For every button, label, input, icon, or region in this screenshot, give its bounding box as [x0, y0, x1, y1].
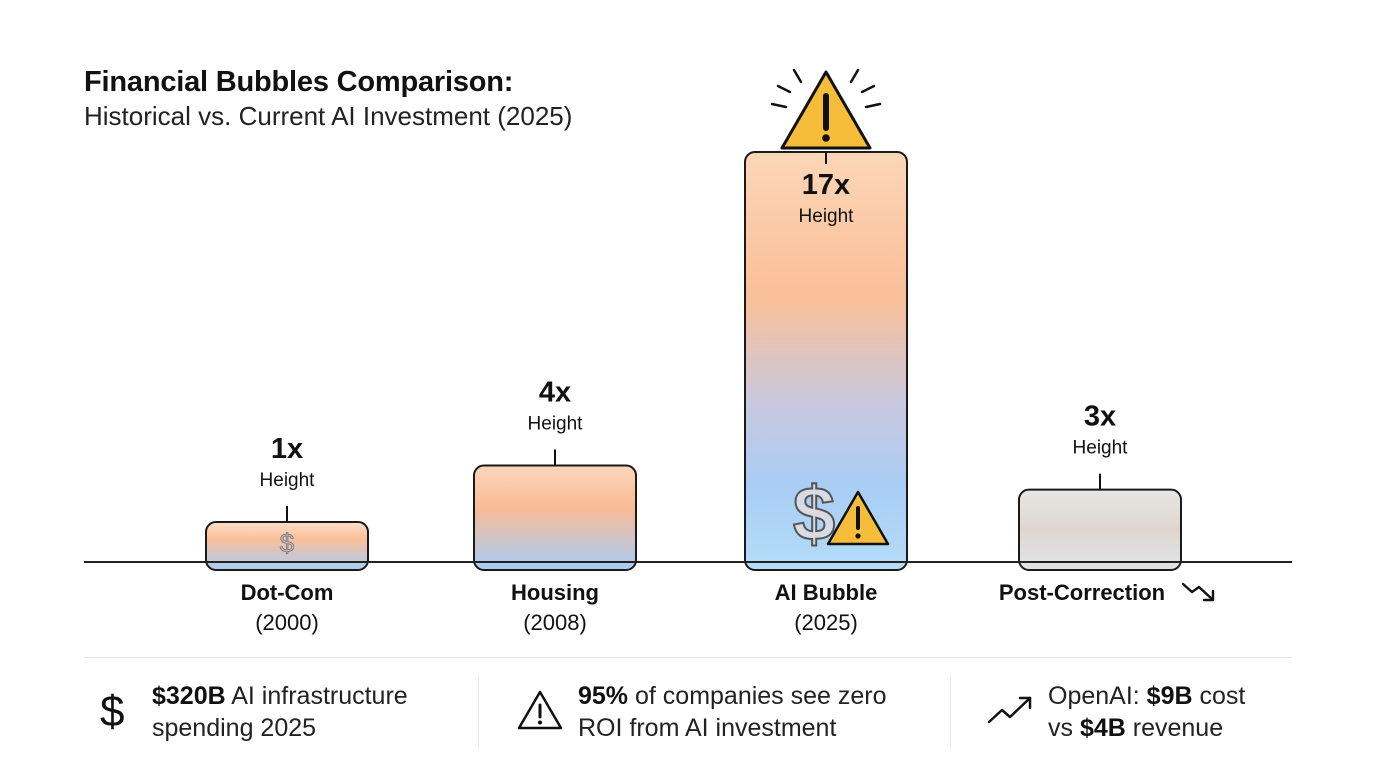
alarm-warning-icon [770, 68, 882, 150]
alarm-ray [864, 102, 882, 109]
trend-down-line [1181, 582, 1214, 601]
value-label-post-correction: 3x [1084, 401, 1116, 433]
chart-title: Financial Bubbles Comparison: [84, 66, 514, 98]
alarm-ray [776, 84, 792, 94]
value-sublabel-ai-bubble: Height [799, 206, 855, 227]
trend-down-icon [1181, 582, 1215, 602]
dollar-icon: $ [100, 687, 125, 736]
alarm-ray [860, 84, 876, 94]
bar-housing-rect [473, 464, 637, 572]
stat-spending-value: $320B [152, 682, 226, 710]
value-label-dot-com: 1x [271, 433, 303, 465]
value-sublabel-dot-com: Height [260, 470, 316, 491]
year-label-dot-com: (2000) [255, 610, 319, 635]
stat-spending: $ $320B AI infrastructure spending 2025 [100, 680, 408, 744]
warning-triangle-icon [516, 688, 578, 737]
stat-openai-label: OpenAI: [1048, 682, 1147, 710]
stat-spending-line1: AI infrastructure [225, 682, 408, 710]
trend-down-head [1202, 589, 1215, 602]
stat-openai-cost: $9B [1146, 682, 1193, 710]
category-label-post-correction: Post-Correction [999, 580, 1165, 605]
stat-openai-revenue: $4B [1079, 714, 1126, 742]
stat-spending-text: $320B AI infrastructure spending 2025 [152, 680, 408, 744]
stat-roi-line1: of companies see zero [628, 682, 887, 710]
value-label-housing: 4x [539, 377, 571, 409]
warning-dot [822, 134, 830, 142]
stats-divider [478, 678, 479, 746]
category-label-dot-com: Dot-Com [241, 580, 334, 605]
value-sublabel-post-correction: Height [1073, 438, 1129, 459]
chart-subtitle: Historical vs. Current AI Investment (20… [84, 101, 573, 131]
chart-title-block: Financial Bubbles Comparison: Historical… [84, 64, 572, 132]
bubble-bar-chart: 1x Height Dot-Com (2000) 4x Height Housing (200… [84, 68, 1292, 635]
warning-icon-dot [855, 533, 861, 539]
year-label-housing: (2008) [523, 610, 587, 635]
dollar-warning-icon: $ [792, 471, 890, 558]
stat-openai-vs: vs [1048, 714, 1080, 742]
bar-post-correction-rect [1018, 488, 1182, 572]
bar-housing [473, 464, 637, 572]
stat-openai: OpenAI: $9B cost vs $4B revenue [986, 680, 1245, 744]
trend-up-icon [986, 690, 1048, 735]
stat-roi-line2: ROI from AI investment [578, 714, 837, 742]
category-label-housing: Housing [511, 580, 599, 605]
stats-strip: $ $320B AI infrastructure spending 2025 … [84, 657, 1292, 758]
category-label-ai-bubble: AI Bubble [775, 580, 878, 605]
stat-spending-line2: spending 2025 [152, 714, 317, 742]
alarm-ray [792, 68, 803, 84]
stat-roi-value: 95% [578, 682, 629, 710]
stat-roi: 95% of companies see zero ROI from AI in… [516, 680, 887, 744]
value-label-ai-bubble: 17x [802, 169, 850, 201]
bar-post-correction [1018, 488, 1182, 572]
stats-divider [950, 678, 951, 746]
year-label-ai-bubble: (2025) [794, 610, 858, 635]
alarm-ray [849, 68, 860, 84]
dollar-icon: $ [793, 472, 835, 557]
stat-roi-text: 95% of companies see zero ROI from AI in… [578, 680, 887, 744]
stat-openai-cost-suffix: cost [1192, 682, 1246, 710]
stat-openai-revenue-suffix: revenue [1125, 714, 1224, 742]
value-sublabel-housing: Height [528, 414, 584, 435]
stat-openai-text: OpenAI: $9B cost vs $4B revenue [1048, 680, 1245, 744]
dollar-icon: $ [280, 528, 295, 558]
alarm-ray [770, 102, 788, 109]
